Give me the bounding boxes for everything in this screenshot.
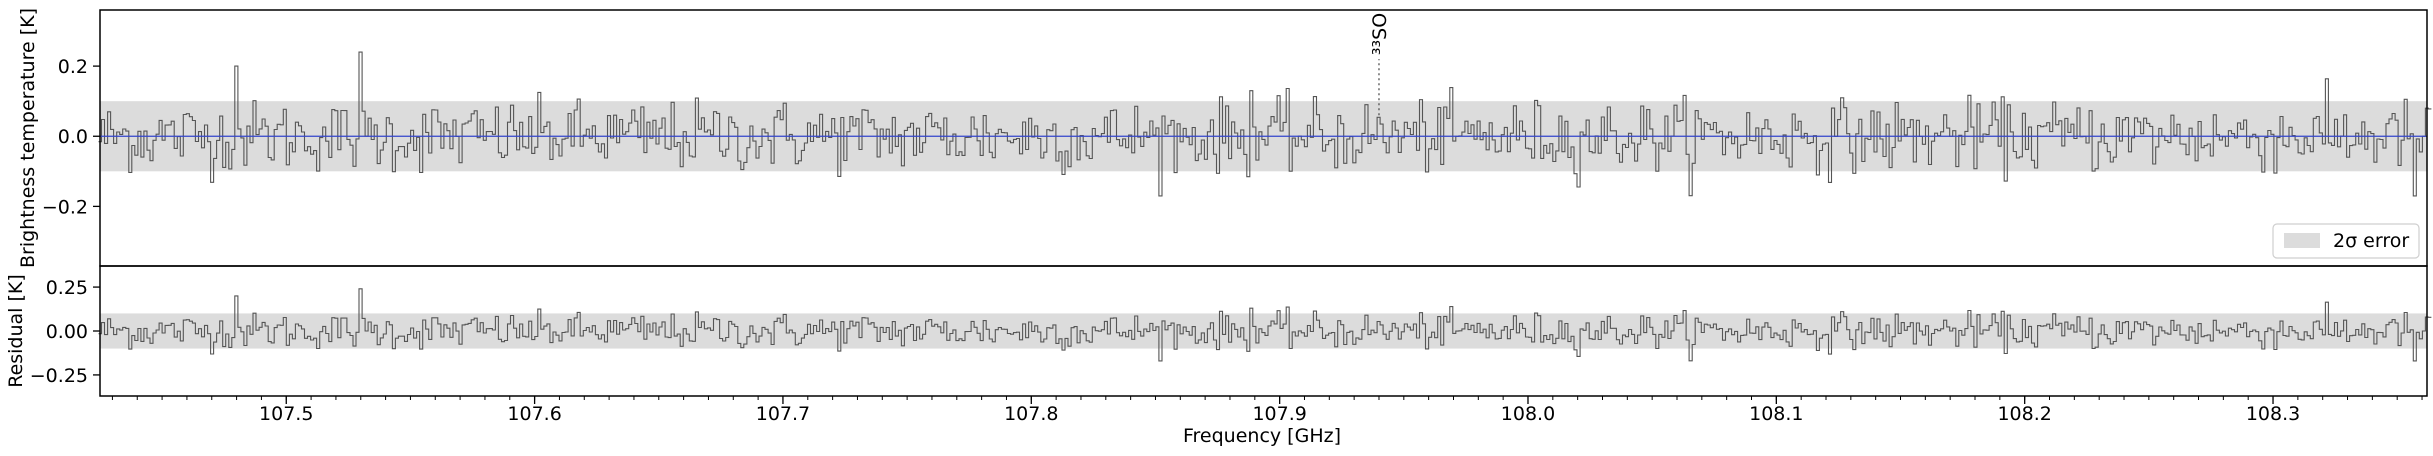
top-y-ticks: −0.2 0.0 0.2 xyxy=(42,56,100,218)
top-panel: ³³SO −0.2 0.0 0.2 Brightness temperature [… xyxy=(17,8,2432,268)
bottom-x-ticks: 107.5 107.6 107.7 107.8 107.9 108.0 108.1 108.2… xyxy=(111,396,2423,425)
y-tick-label: 0.0 xyxy=(58,126,88,148)
y-tick-label: 0.00 xyxy=(46,321,88,343)
x-tick-label: 107.9 xyxy=(1252,403,1306,425)
y-tick-label: 0.2 xyxy=(58,56,88,78)
legend-box xyxy=(2272,223,2420,259)
top-y-axis-label: Brightness temperature [K] xyxy=(17,8,39,268)
legend-label: 2σ error xyxy=(2333,230,2409,252)
x-tick-label: 108.2 xyxy=(1997,403,2051,425)
x-tick-label: 107.7 xyxy=(756,403,810,425)
y-tick-label: −0.2 xyxy=(42,196,88,218)
y-tick-label: −0.25 xyxy=(30,365,88,387)
legend: 2σ error xyxy=(2272,223,2420,259)
legend-swatch xyxy=(2284,233,2320,248)
x-tick-label: 108.3 xyxy=(2246,403,2300,425)
so33-marker-label: ³³SO xyxy=(1369,13,1391,55)
x-tick-label: 107.8 xyxy=(1004,403,1058,425)
bottom-panel: −0.250.000.25 107.5 107.6 107.7 107.8 107.9 1… xyxy=(5,265,2432,447)
x-tick-label: 108.1 xyxy=(1749,403,1803,425)
y-tick-label: 0.25 xyxy=(46,277,88,299)
top-marks xyxy=(98,51,2432,197)
bottom-error-band xyxy=(100,313,2427,349)
residual-line xyxy=(98,288,2432,362)
bottom-y-ticks: −0.25 0.00 0.25 xyxy=(30,277,100,387)
bottom-marks xyxy=(98,288,2432,362)
x-tick-label: 107.5 xyxy=(259,403,313,425)
bottom-y-axis-label: Residual [K] xyxy=(5,274,27,388)
x-axis-label: Frequency [GHz] xyxy=(1183,425,1341,447)
x-tick-label: 107.6 xyxy=(507,403,561,425)
observed-spectrum-line xyxy=(98,51,2432,197)
x-tick-label: 108.0 xyxy=(1501,403,1555,425)
